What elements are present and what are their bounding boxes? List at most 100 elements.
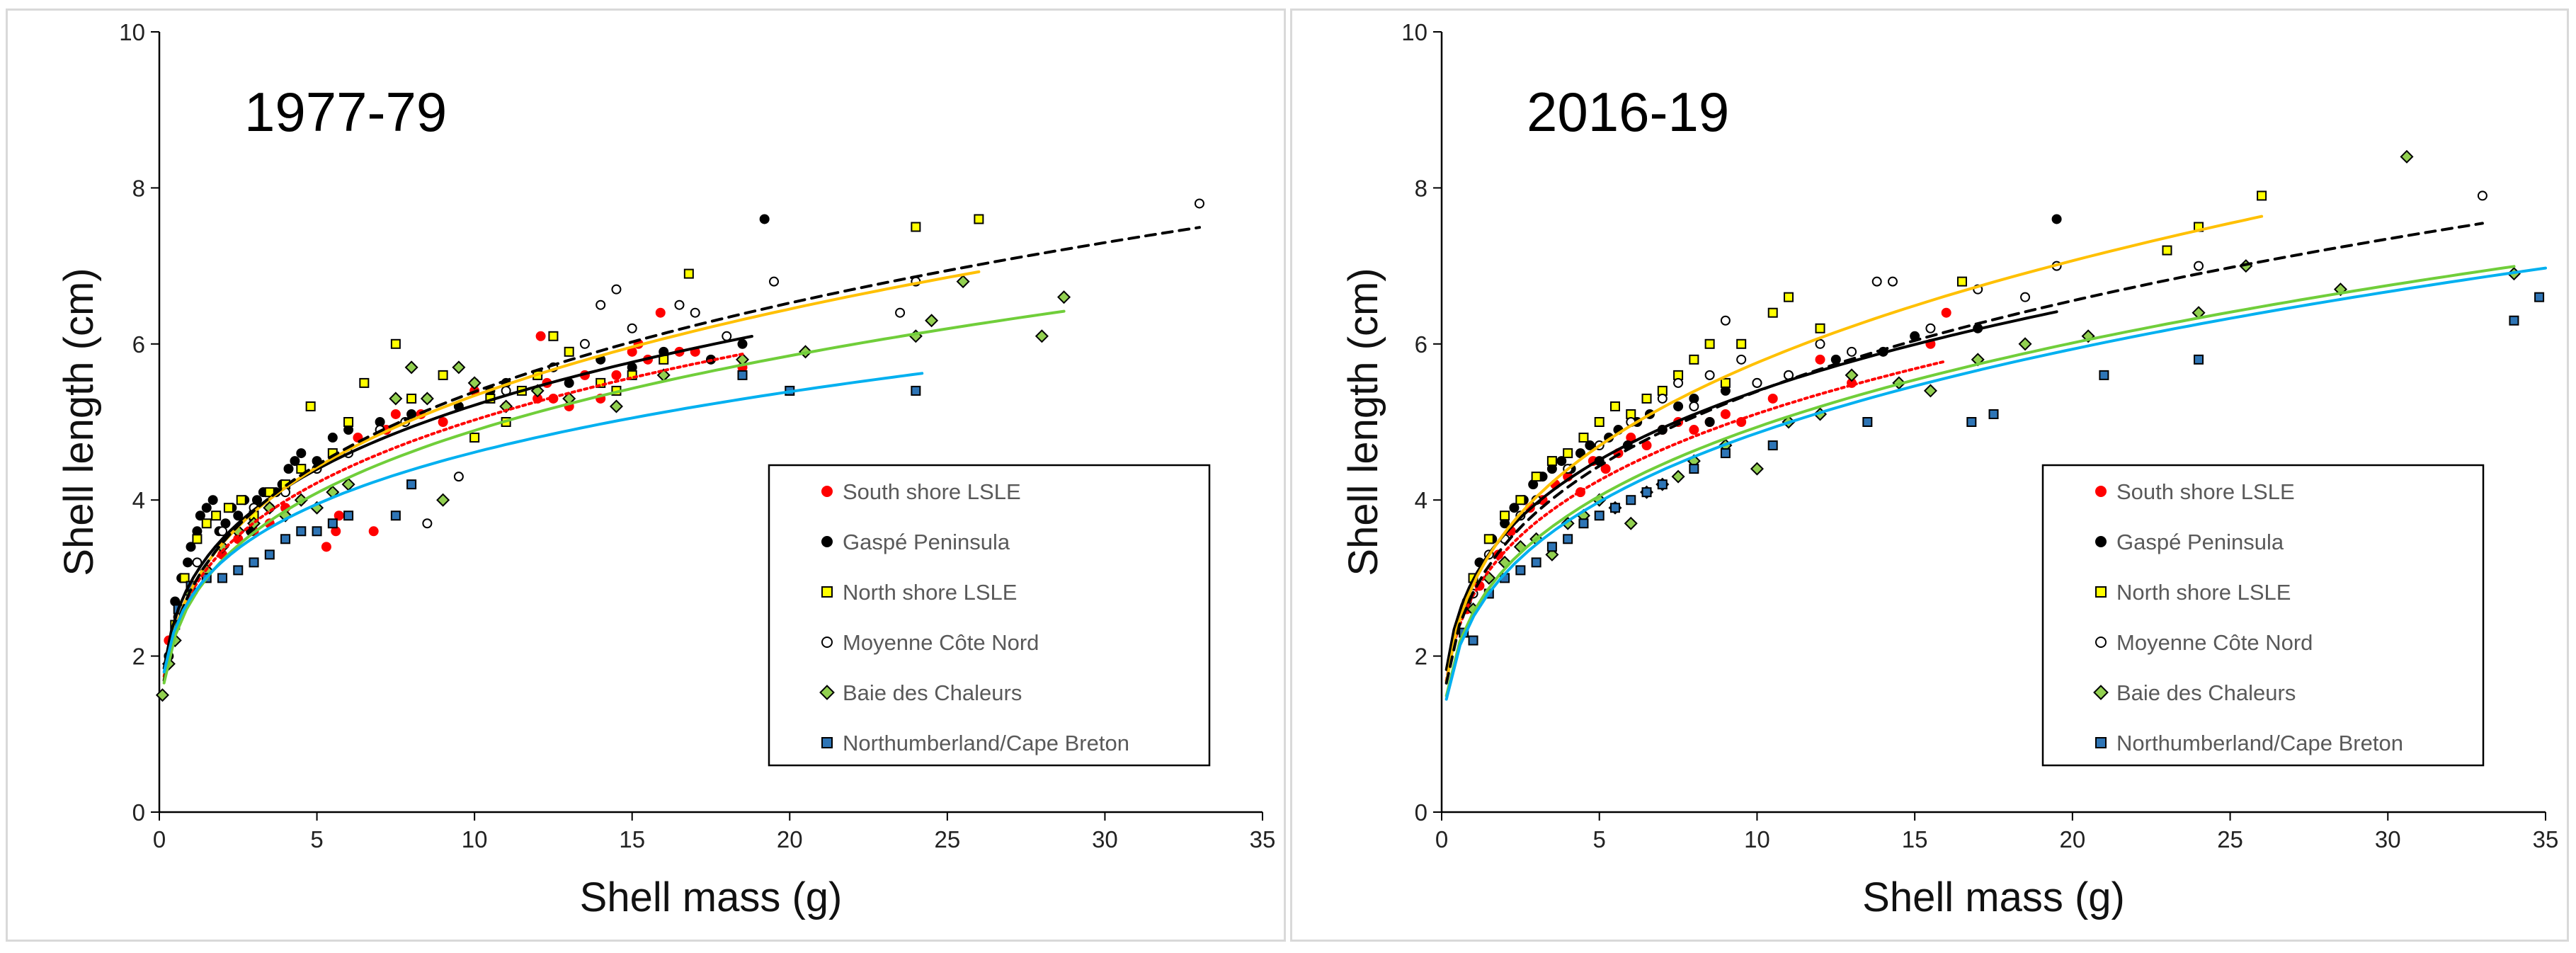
data-point [1720, 409, 1731, 419]
series-moyenne-cote-nord [1468, 190, 2487, 599]
y-tick-label: 8 [1415, 175, 1427, 201]
legend-item-gaspe-peninsula: Gaspé Peninsula [2095, 530, 2284, 554]
data-point [1594, 417, 1605, 427]
data-point [1689, 401, 1699, 411]
legend-marker [2095, 536, 2107, 547]
x-tick-label: 0 [153, 826, 166, 852]
data-point [192, 534, 203, 544]
x-tick-label: 15 [1902, 826, 1928, 852]
legend-item-moyenne-cote-nord: Moyenne Côte Nord [821, 630, 1039, 655]
data-point [611, 370, 622, 380]
legend: South shore LSLE Gaspé Peninsula North sho… [768, 464, 1211, 767]
fit-curve-baie-des-chaleurs [162, 309, 1066, 685]
data-point [327, 433, 338, 443]
data-point [2477, 190, 2487, 201]
legend-marker [821, 737, 833, 748]
data-point [389, 392, 403, 406]
data-point [296, 526, 307, 537]
x-tick-label: 0 [1435, 826, 1448, 852]
data-point [453, 472, 464, 482]
series-north-shore-lsle [170, 214, 984, 630]
data-point [233, 565, 244, 576]
x-tick-label: 30 [2375, 826, 2401, 852]
data-point [1815, 354, 1825, 365]
legend-label: Northumberland/Cape Breton [2116, 731, 2403, 755]
data-point [390, 510, 401, 521]
data-point [499, 399, 513, 413]
data-point [438, 370, 448, 380]
data-point [404, 360, 418, 375]
chart-title: 1977-79 [244, 81, 447, 143]
data-point [1966, 417, 1977, 427]
fit-curve-baie-des-chaleurs [1444, 265, 2516, 697]
data-point [223, 503, 234, 513]
data-point [1720, 377, 1731, 388]
data-point [911, 385, 921, 396]
y-tick-label: 0 [1415, 799, 1427, 826]
legend-item-moyenne-cote-nord: Moyenne Côte Nord [2095, 630, 2313, 655]
data-point [183, 557, 193, 568]
data-point [179, 573, 190, 583]
data-point [390, 338, 401, 349]
data-point [1531, 472, 1541, 482]
data-point [1956, 276, 1967, 287]
legend-item-north-shore-lsle: North shore LSLE [821, 580, 1017, 605]
data-point [422, 518, 433, 529]
data-point [1689, 464, 1699, 474]
y-tick-label: 6 [1415, 331, 1427, 358]
legend-label: North shore LSLE [843, 580, 1017, 605]
fit-curve-gaspe-peninsula [162, 335, 753, 670]
fit-curve-south-shore-lsle [162, 353, 744, 678]
legend-label: Gaspé Peninsula [843, 530, 1010, 554]
data-point [406, 393, 417, 404]
fit-curve-moyenne-cote-nord [162, 226, 1201, 683]
data-point [211, 510, 222, 521]
data-point [1815, 323, 1825, 333]
legend-item-northumberland-cape-breton: Northumberland/Cape Breton [821, 731, 1129, 755]
y-tick-label: 8 [132, 175, 145, 201]
data-point [1545, 547, 1559, 561]
data-point [1862, 417, 1873, 427]
x-axis-title: Shell mass (g) [580, 874, 843, 920]
data-point [722, 331, 732, 341]
data-point [683, 268, 694, 279]
data-point [911, 222, 921, 232]
chart-1977-79: 0 5 10 15 20 25 30 35 0 2 4 6 8 10 Shell mass (g) Shell… [56, 19, 1275, 920]
data-point [2400, 149, 2414, 164]
data-point [1871, 276, 1882, 287]
data-point [321, 542, 331, 552]
y-tick-label: 10 [1401, 19, 1427, 45]
data-point [1594, 510, 1605, 521]
data-point [1847, 346, 1857, 357]
data-point [1600, 464, 1611, 474]
data-point [283, 464, 294, 474]
legend-label: Northumberland/Cape Breton [843, 731, 1129, 755]
data-point [217, 526, 228, 537]
data-point [564, 346, 574, 357]
data-point [925, 314, 939, 328]
data-point [1767, 440, 1778, 451]
data-point [1546, 542, 1557, 552]
x-tick-label: 10 [1744, 826, 1770, 852]
data-point [1689, 425, 1699, 435]
data-point [1626, 495, 1636, 506]
y-tick-label: 2 [1415, 644, 1427, 670]
data-point [1563, 534, 1573, 544]
data-point [264, 549, 275, 560]
data-point [1736, 338, 1747, 349]
data-point [467, 376, 481, 390]
data-point [406, 479, 417, 490]
fit-curve-north-shore-lsle [1444, 215, 2264, 684]
data-point [548, 331, 559, 341]
data-point [1556, 456, 1567, 467]
x-tick-label: 5 [1593, 826, 1606, 852]
data-point [305, 401, 316, 411]
data-point [655, 307, 666, 318]
data-point [1657, 393, 1668, 404]
x-tick-label: 5 [310, 826, 323, 852]
data-point [1641, 393, 1652, 404]
legend-label: Gaspé Peninsula [2116, 530, 2284, 554]
fit-curve-north-shore-lsle [162, 270, 981, 681]
data-point [1609, 503, 1620, 513]
y-tick-label: 4 [132, 487, 145, 513]
